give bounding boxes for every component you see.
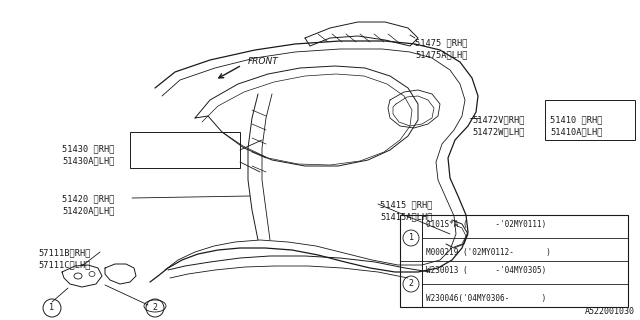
Text: 51420A〈LH〉: 51420A〈LH〉 <box>62 206 115 215</box>
Bar <box>400 215 628 307</box>
Bar <box>545 100 635 140</box>
Text: 51475 〈RH〉: 51475 〈RH〉 <box>415 38 467 47</box>
Text: 51410A〈LH〉: 51410A〈LH〉 <box>550 127 602 136</box>
Text: W230013 (      -'04MY0305): W230013 ( -'04MY0305) <box>426 266 547 275</box>
Text: 1: 1 <box>408 234 413 243</box>
Text: 51472W〈LH〉: 51472W〈LH〉 <box>472 127 525 136</box>
Text: 51420 〈RH〉: 51420 〈RH〉 <box>62 194 115 203</box>
Text: M000219 ('02MY0112-       ): M000219 ('02MY0112- ) <box>426 247 551 257</box>
Text: 1: 1 <box>49 303 54 313</box>
Text: 57111C〈LH〉: 57111C〈LH〉 <box>38 260 90 269</box>
Text: 51430 〈RH〉: 51430 〈RH〉 <box>62 144 115 153</box>
Text: 57111B〈RH〉: 57111B〈RH〉 <box>38 248 90 257</box>
Text: A522001030: A522001030 <box>585 307 635 316</box>
Bar <box>130 132 240 168</box>
Text: 51430A〈LH〉: 51430A〈LH〉 <box>62 156 115 165</box>
Text: 2: 2 <box>408 279 413 289</box>
Text: 51410 〈RH〉: 51410 〈RH〉 <box>550 115 602 124</box>
Text: 2: 2 <box>152 303 157 313</box>
Text: 51415A〈LH〉: 51415A〈LH〉 <box>380 212 433 221</box>
Text: W230046('04MY0306-       ): W230046('04MY0306- ) <box>426 293 547 302</box>
Text: FRONT: FRONT <box>248 58 279 67</box>
Text: 51475A〈LH〉: 51475A〈LH〉 <box>415 50 467 59</box>
Text: 51472V〈RH〉: 51472V〈RH〉 <box>472 115 525 124</box>
Text: 0101S*A (      -'02MY0111): 0101S*A ( -'02MY0111) <box>426 220 547 228</box>
Text: 51415 〈RH〉: 51415 〈RH〉 <box>380 200 433 209</box>
